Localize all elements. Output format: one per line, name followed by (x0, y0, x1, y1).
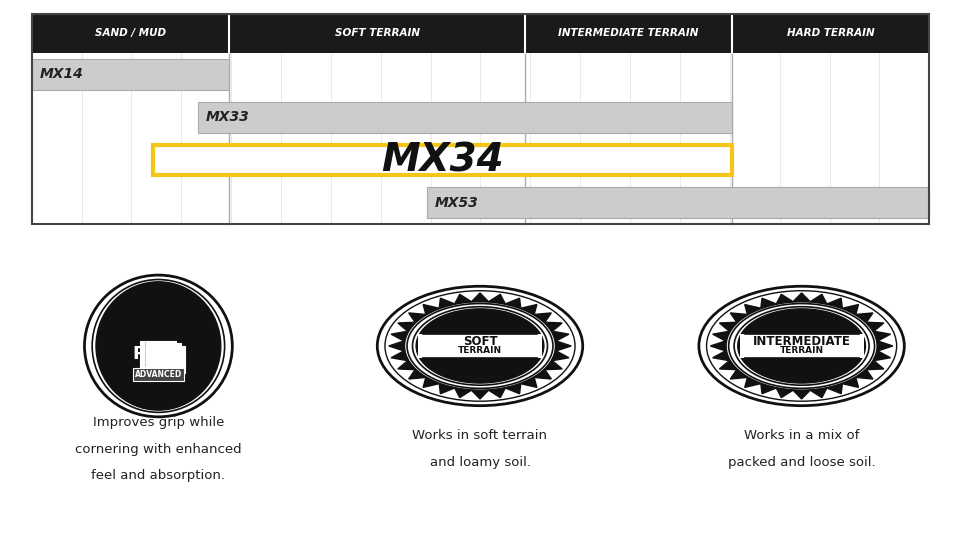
Text: INTERMEDIATE TERRAIN: INTERMEDIATE TERRAIN (559, 28, 699, 39)
Text: feel and absorption.: feel and absorption. (91, 469, 226, 483)
Text: PCBT: PCBT (132, 345, 184, 363)
Text: TERRAIN: TERRAIN (458, 347, 502, 355)
Text: MX53: MX53 (434, 196, 478, 210)
Text: SOFT TERRAIN: SOFT TERRAIN (335, 28, 420, 39)
Polygon shape (737, 346, 866, 383)
Bar (153, 145, 732, 175)
Text: SAND / MUD: SAND / MUD (95, 28, 166, 39)
Text: Works in a mix of: Works in a mix of (744, 429, 859, 442)
Bar (145, 343, 180, 371)
Polygon shape (737, 309, 866, 346)
Bar (426, 187, 929, 218)
Bar (149, 346, 185, 373)
Bar (198, 102, 732, 133)
Polygon shape (710, 293, 893, 399)
Polygon shape (416, 309, 543, 346)
Ellipse shape (84, 275, 232, 417)
Text: MX34: MX34 (381, 141, 504, 179)
Bar (739, 334, 864, 358)
Bar (32, 14, 929, 53)
Polygon shape (416, 346, 543, 383)
Text: packed and loose soil.: packed and loose soil. (728, 456, 876, 469)
Bar (418, 334, 542, 358)
Ellipse shape (96, 282, 221, 410)
Circle shape (377, 286, 583, 406)
Text: MX33: MX33 (205, 110, 250, 124)
Text: HARD TERRAIN: HARD TERRAIN (787, 28, 875, 39)
Bar (32, 14, 929, 224)
Circle shape (405, 302, 555, 389)
Text: SOFT: SOFT (463, 335, 497, 348)
Polygon shape (389, 293, 571, 399)
Text: INTERMEDIATE: INTERMEDIATE (753, 335, 851, 348)
Bar (32, 59, 229, 90)
Text: MX14: MX14 (39, 68, 84, 81)
Text: cornering with enhanced: cornering with enhanced (75, 442, 242, 456)
Text: Works in soft terrain: Works in soft terrain (413, 429, 547, 442)
Text: Improves grip while: Improves grip while (93, 416, 224, 429)
Bar (140, 341, 177, 368)
Text: TERRAIN: TERRAIN (780, 347, 824, 355)
Circle shape (699, 286, 904, 406)
Text: ADVANCED: ADVANCED (134, 371, 182, 379)
Circle shape (727, 302, 876, 389)
Text: and loamy soil.: and loamy soil. (429, 456, 531, 469)
